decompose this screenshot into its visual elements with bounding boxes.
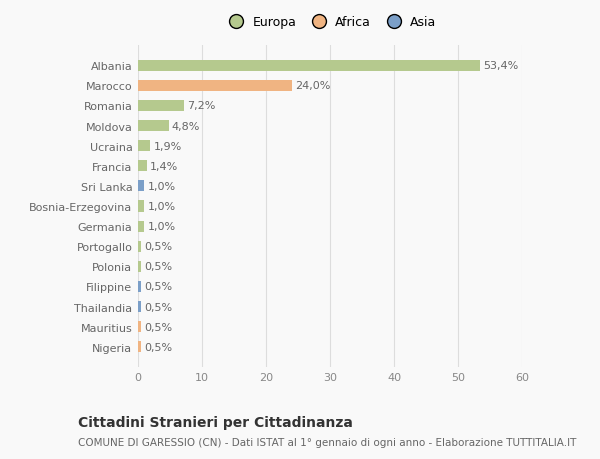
Text: 24,0%: 24,0% <box>295 81 330 91</box>
Text: 4,8%: 4,8% <box>172 121 200 131</box>
Bar <box>138 121 169 132</box>
Text: 0,5%: 0,5% <box>145 342 173 352</box>
Text: 0,5%: 0,5% <box>145 282 173 292</box>
Text: 1,9%: 1,9% <box>154 141 182 151</box>
Bar <box>138 81 292 92</box>
Bar <box>138 161 147 172</box>
Bar <box>138 181 145 192</box>
Text: COMUNE DI GARESSIO (CN) - Dati ISTAT al 1° gennaio di ogni anno - Elaborazione T: COMUNE DI GARESSIO (CN) - Dati ISTAT al … <box>78 437 577 447</box>
Text: 1,0%: 1,0% <box>148 202 176 212</box>
Bar <box>138 321 141 332</box>
Bar <box>138 221 145 232</box>
Text: 0,5%: 0,5% <box>145 302 173 312</box>
Bar <box>138 261 141 272</box>
Bar <box>138 241 141 252</box>
Text: 1,0%: 1,0% <box>148 181 176 191</box>
Bar <box>138 201 145 212</box>
Bar <box>138 101 184 112</box>
Bar <box>138 141 150 152</box>
Text: 1,0%: 1,0% <box>148 222 176 232</box>
Bar <box>138 341 141 353</box>
Text: 0,5%: 0,5% <box>145 262 173 272</box>
Bar <box>138 281 141 292</box>
Text: 1,4%: 1,4% <box>150 162 178 171</box>
Bar <box>138 302 141 313</box>
Legend: Europa, Africa, Asia: Europa, Africa, Asia <box>221 14 439 32</box>
Text: 0,5%: 0,5% <box>145 322 173 332</box>
Bar <box>138 61 480 72</box>
Text: Cittadini Stranieri per Cittadinanza: Cittadini Stranieri per Cittadinanza <box>78 415 353 429</box>
Text: 0,5%: 0,5% <box>145 242 173 252</box>
Text: 7,2%: 7,2% <box>187 101 215 111</box>
Text: 53,4%: 53,4% <box>483 61 518 71</box>
